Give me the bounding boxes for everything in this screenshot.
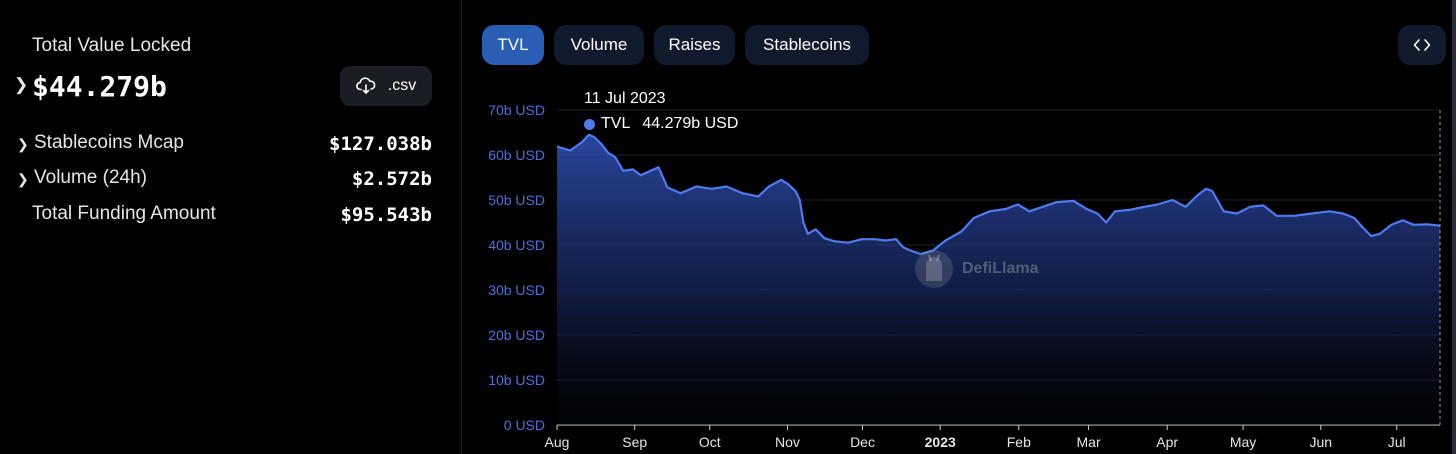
x-tick-label: Apr	[1156, 434, 1178, 450]
cloud-download-icon	[355, 77, 376, 94]
x-tick-label: 2023	[925, 434, 956, 450]
volume-24h-label: Volume (24h)	[34, 167, 148, 188]
tooltip-series: TVL 44.279b USD	[584, 115, 738, 133]
tvl-series-line	[556, 133, 1441, 256]
volume-24h-value: $2.572b	[351, 168, 432, 190]
stablecoins-mcap-value: $127.038b	[329, 133, 432, 155]
x-tick-label: Feb	[1007, 434, 1031, 450]
tvl-label: Total Value Locked	[32, 35, 192, 56]
total-funding-value: $95.543b	[340, 204, 432, 226]
x-tick-label: Jul	[1388, 434, 1406, 450]
tvl-value: $44.279b	[32, 70, 167, 103]
x-tick-label: May	[1230, 434, 1256, 450]
x-tick-label: Mar	[1077, 434, 1101, 450]
total-funding-label: Total Funding Amount	[32, 203, 216, 224]
y-tick-label: 30b USD	[488, 282, 545, 298]
y-axis: 0 USD 10b USD 20b USD 30b USD 40b USD 50b USD…	[488, 102, 545, 433]
download-csv-button[interactable]: .csv	[340, 66, 432, 106]
chart-panel: TVL Volume Raises Stablecoins 0 USD 10b U…	[462, 0, 1456, 454]
x-tick-label: Nov	[775, 434, 800, 450]
stablecoins-chevron-icon[interactable]: ❯	[17, 136, 29, 152]
tvl-chevron-icon[interactable]: ❯	[14, 75, 29, 94]
tooltip-date: 11 Jul 2023	[584, 90, 666, 107]
tvl-chart[interactable]: 0 USD 10b USD 20b USD 30b USD 40b USD 50b USD…	[462, 80, 1456, 454]
tooltip-series-dot	[584, 118, 595, 130]
tooltip-series-value: 44.279b USD	[642, 115, 739, 132]
x-tick-label: Jun	[1310, 434, 1333, 450]
x-axis: Aug Sep Oct Nov Dec 2023 Feb Mar Apr May Jun Jul	[545, 424, 1440, 450]
x-tick-label: Dec	[850, 434, 875, 450]
tab-tvl[interactable]: TVL	[482, 25, 544, 65]
stablecoins-mcap-label: Stablecoins Mcap	[34, 132, 184, 153]
stats-panel: Total Value Locked ❯ $44.279b .csv ❯ Sta…	[0, 0, 462, 454]
tab-volume[interactable]: Volume	[554, 25, 644, 65]
y-tick-label: 70b USD	[488, 102, 545, 118]
y-tick-label: 40b USD	[488, 237, 545, 253]
scrollbar-edge	[1452, 0, 1456, 454]
csv-label: .csv	[387, 77, 417, 94]
y-tick-label: 60b USD	[488, 147, 545, 163]
defillama-watermark: DefiLlama	[914, 247, 1038, 291]
watermark-text: DefiLlama	[962, 260, 1039, 277]
tvl-area	[557, 134, 1440, 426]
llama-logo-icon	[915, 250, 953, 288]
y-tick-label: 20b USD	[488, 327, 545, 343]
x-tick-label: Oct	[699, 434, 721, 450]
tooltip-series-name: TVL	[601, 115, 631, 132]
volume-chevron-icon[interactable]: ❯	[17, 171, 29, 187]
code-icon	[1413, 39, 1431, 51]
y-tick-label: 10b USD	[488, 372, 545, 388]
x-tick-label: Aug	[545, 434, 570, 450]
tab-stablecoins[interactable]: Stablecoins	[745, 25, 869, 65]
y-tick-label: 50b USD	[488, 192, 545, 208]
tab-raises[interactable]: Raises	[654, 25, 735, 65]
embed-button[interactable]	[1398, 25, 1446, 65]
chart-plot	[556, 110, 1441, 426]
y-tick-label: 0 USD	[504, 417, 545, 433]
x-tick-label: Sep	[622, 434, 647, 450]
